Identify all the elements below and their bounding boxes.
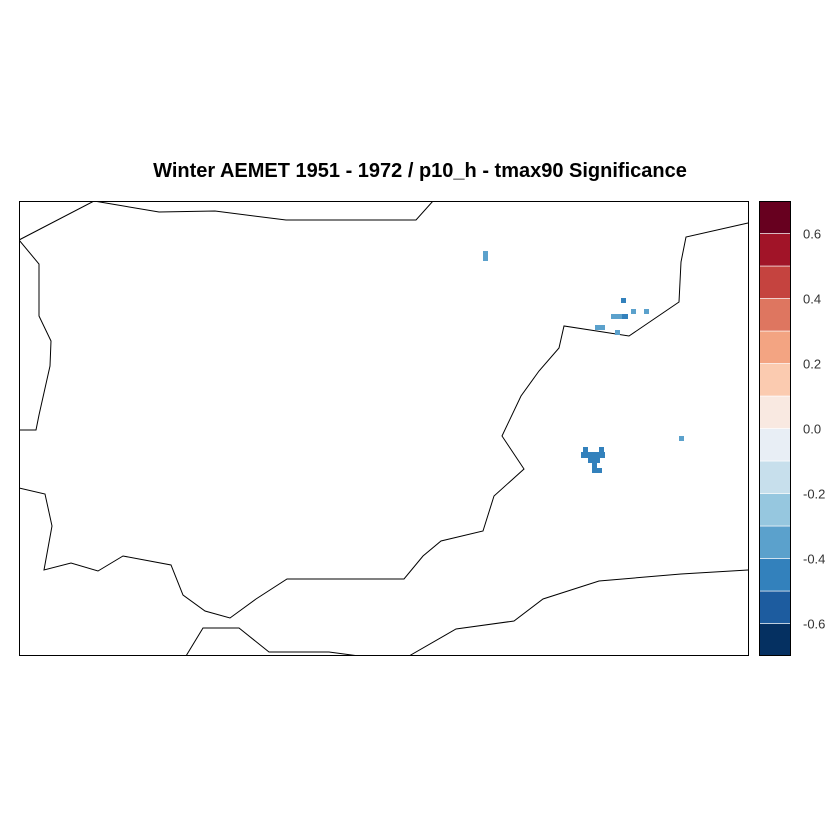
significance-cell [631, 309, 636, 314]
colorbar-swatch [759, 395, 791, 429]
colorbar-swatch [759, 201, 791, 234]
colorbar-swatch [759, 330, 791, 364]
colorbar-tick-label: -0.2 [803, 486, 826, 501]
colorbar-swatch [759, 590, 791, 624]
significance-cell [679, 436, 684, 441]
colorbar-swatch [759, 363, 791, 397]
significance-cell [599, 447, 604, 453]
significance-cell [611, 314, 623, 319]
map-panel [19, 201, 749, 656]
coastlines [19, 201, 749, 656]
colorbar-swatch [759, 558, 791, 592]
colorbar-tick-label: 0.2 [803, 356, 822, 371]
significance-cell [588, 458, 600, 463]
significance-cell [622, 314, 628, 319]
significance-cell [583, 447, 588, 453]
map-frame [19, 201, 749, 656]
map-canvas [19, 201, 749, 656]
north-africa-coast [185, 569, 749, 656]
significance-cell [483, 251, 488, 261]
colorbar-tick-label: -0.6 [803, 616, 826, 631]
colorbar-swatch [759, 265, 791, 299]
colorbar-swatch [759, 525, 791, 559]
colorbar-swatch [759, 623, 791, 656]
colorbar-swatch [759, 460, 791, 494]
significance-cell [592, 468, 602, 473]
significance-cell [595, 325, 605, 330]
map-title: Winter AEMET 1951 - 1972 / p10_h - tmax9… [153, 160, 687, 182]
colorbar-tick-label: 0.4 [803, 291, 822, 306]
significance-cells [483, 251, 684, 473]
significance-cell [615, 330, 620, 335]
colorbar-tick-label: -0.4 [803, 551, 826, 566]
significance-cell [644, 309, 649, 314]
colorbar-swatch [759, 298, 791, 332]
colorbar [759, 201, 791, 656]
iberia-south-coast [19, 222, 749, 619]
significance-cell [592, 463, 597, 468]
iberia-west-coast [19, 239, 52, 431]
colorbar-swatch [759, 428, 791, 462]
colorbar-tick-label: 0.0 [803, 421, 822, 436]
significance-cell [581, 452, 605, 458]
iberia-north-coast [19, 201, 434, 241]
colorbar-tick-label: 0.6 [803, 226, 822, 241]
significance-cell [621, 298, 626, 303]
colorbar-swatch [759, 493, 791, 527]
colorbar-swatch [759, 233, 791, 267]
